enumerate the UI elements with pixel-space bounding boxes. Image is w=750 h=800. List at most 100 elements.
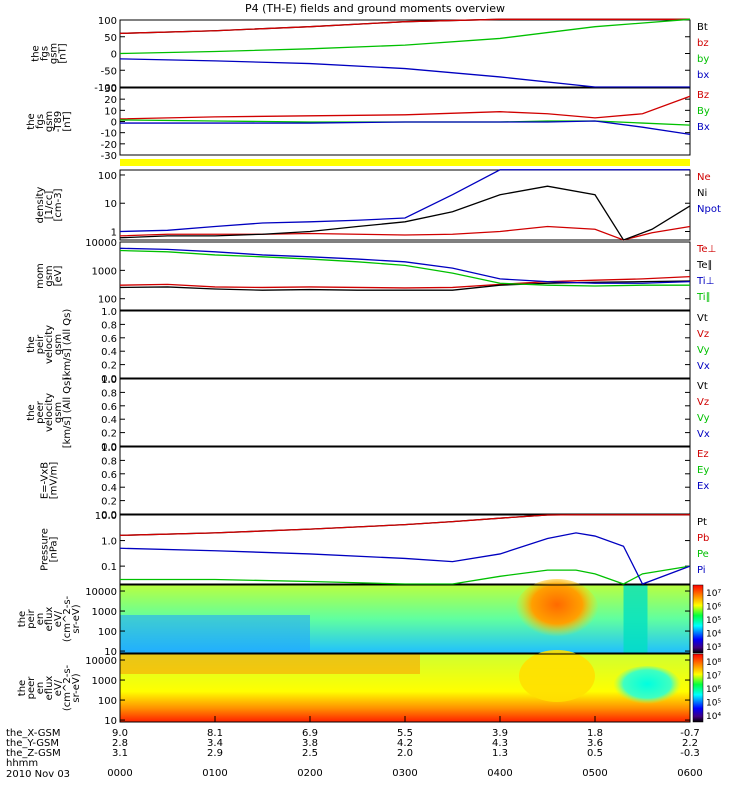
legend-entry: bx (697, 70, 709, 81)
panel-peir_eflux: 10⁷ 10⁶ 10⁵ 10⁴ 10³ 10000 1000 100 10 thepeirenef… (17, 579, 721, 658)
y-tick-label: -20 (101, 140, 117, 151)
y-axis-label-line: the (26, 404, 37, 420)
y-axis-label-line: peir (35, 334, 46, 354)
ephemeris-value: 3.8 (302, 738, 318, 749)
y-axis-label-line: the (17, 611, 28, 627)
panel-frame (119, 19, 691, 88)
legend-entry: Vy (697, 413, 710, 424)
legend-entry: Te⊥ (696, 244, 716, 255)
ephemeris-value: 1.3 (492, 748, 508, 759)
legend-entry: Te∥ (696, 260, 713, 271)
y-tick-label: 0.6 (101, 334, 117, 345)
ephemeris-value: 2.5 (302, 748, 318, 759)
y-axis-label-line: sr-eV) (71, 604, 82, 633)
plot-title: P4 (TH-E) fields and ground moments over… (245, 2, 505, 15)
y-tick-label: 100 (98, 696, 117, 707)
legend-entry: by (697, 54, 709, 65)
y-tick-label: 1.0 (101, 443, 117, 454)
y-axis-label: thefgsgsm-T89[nT] (26, 111, 73, 133)
panel-fgs_gsm: 100 50 0 -50 -100 thefgsgsm[nT] Bt bz by bx (31, 16, 710, 94)
y-tick-label: 10000 (85, 587, 117, 598)
y-tick-label: 0 (111, 50, 117, 61)
y-tick-label: 0 (111, 118, 117, 129)
legend-entry: Pt (697, 517, 707, 528)
y-tick-label: 1.0 (101, 537, 117, 548)
series-line-bz (119, 18, 690, 35)
y-axis-label-line: gsm (53, 402, 64, 423)
y-tick-label: 10000 (85, 656, 117, 667)
y-tick-label: 10 (104, 199, 117, 210)
y-axis-label-line: (cm^2-s- (62, 664, 73, 711)
panel-frame (119, 514, 691, 585)
y-axis-label: thefgsgsm[nT] (31, 43, 69, 64)
y-axis-label: thepeervelocitygsm[km/s] (All Qs) (26, 377, 73, 449)
ephemeris-value: 2.8 (112, 738, 128, 749)
y-axis-label-line: the (26, 336, 37, 352)
ephemeris-row-name: hhmm (6, 758, 38, 769)
legend-entry: Pi (697, 565, 706, 576)
y-axis-label-line: peer (26, 676, 37, 700)
y-tick-label: 100 (98, 171, 117, 182)
panel-temperature: 10000 1000 100 momgsm[eV] Te⊥ Te∥ Ti⊥ Ti∥ (35, 238, 716, 311)
y-axis-label: thepeirenefluxeV/(cm^2-s-sr-eV) (17, 595, 82, 642)
y-axis-label-line: [mV/m] (49, 462, 60, 500)
series-line-Ne (119, 225, 691, 241)
y-axis-label-line: [1/cc] (44, 191, 55, 220)
y-axis-label-line: [nT] (58, 43, 69, 63)
colorbar-tick-label: 10³ (706, 643, 721, 653)
ephemeris-value: 4.3 (492, 738, 508, 749)
legend-entry: Ey (697, 465, 709, 476)
ephemeris-row-name: the_Y-GSM (6, 738, 59, 749)
y-tick-label: 1000 (92, 607, 117, 618)
y-axis-label-line: -T89 (53, 111, 64, 133)
y-tick-label: 30 (104, 84, 117, 95)
spectrogram-region (613, 666, 682, 706)
x-tick-label: 0600 (677, 768, 702, 779)
series-line-bx (119, 58, 690, 88)
y-axis-label-line: mom (35, 263, 46, 289)
y-axis-label-line: the (26, 113, 37, 129)
panel-frame (119, 310, 691, 379)
x-tick-label: 0100 (202, 768, 227, 779)
y-axis-label-line: (cm^2-s- (62, 595, 73, 642)
series-line-Bz (119, 95, 691, 120)
y-axis-label-line: [nT] (62, 111, 73, 131)
y-axis-label: thepeirvelocitygsm[km/s] (All Qs) (26, 309, 73, 381)
y-tick-label: 0.2 (101, 429, 117, 440)
ephemeris-value: 2.2 (682, 738, 698, 749)
series-line-Bx (120, 120, 691, 136)
y-tick-label: 0.2 (101, 497, 117, 508)
y-axis-label: Pressure[nPa] (40, 528, 60, 571)
y-axis-label-line: velocity (44, 325, 55, 364)
y-tick-label: -100 (94, 83, 117, 94)
y-tick-label: 0.0 (101, 510, 117, 521)
legend-entry: Bz (697, 90, 709, 101)
legend-entry: Bx (697, 122, 710, 133)
panel-frame (119, 169, 691, 241)
y-tick-label: -50 (101, 66, 117, 77)
x-tick-label: 0500 (582, 768, 607, 779)
ephemeris-value: 4.2 (397, 738, 413, 749)
ephemeris-value: 6.9 (302, 728, 318, 739)
y-axis-label-line: the (31, 45, 42, 61)
ephemeris-value: -0.7 (680, 728, 700, 739)
ephemeris-bar (120, 159, 690, 166)
y-tick-label: 0.8 (101, 456, 117, 467)
x-tick-label: 0000 (107, 768, 132, 779)
panel-frame (119, 241, 691, 311)
ephemeris-row-name: the_X-GSM (6, 728, 60, 739)
y-axis-label: density[1/cc][cm-3] (35, 187, 64, 224)
legend-entry: Vy (697, 345, 710, 356)
y-axis-label-line: Pressure (40, 528, 51, 571)
spectrogram-region (120, 654, 420, 674)
legend-entry: Bt (697, 22, 708, 33)
y-axis-label-line: [cm-3] (53, 188, 64, 221)
x-tick-label: 0300 (392, 768, 417, 779)
y-axis-label-line: eV/ (53, 610, 64, 627)
y-tick-label: 0.4 (101, 415, 117, 426)
y-axis-label-line: gsm (49, 43, 60, 64)
colorbar-tick-label: 10⁷ (706, 672, 721, 682)
ephemeris-value: 9.0 (112, 728, 128, 739)
y-axis-label-line: [km/s] (All Qs) (62, 377, 73, 449)
legend-entry: Pb (697, 533, 709, 544)
